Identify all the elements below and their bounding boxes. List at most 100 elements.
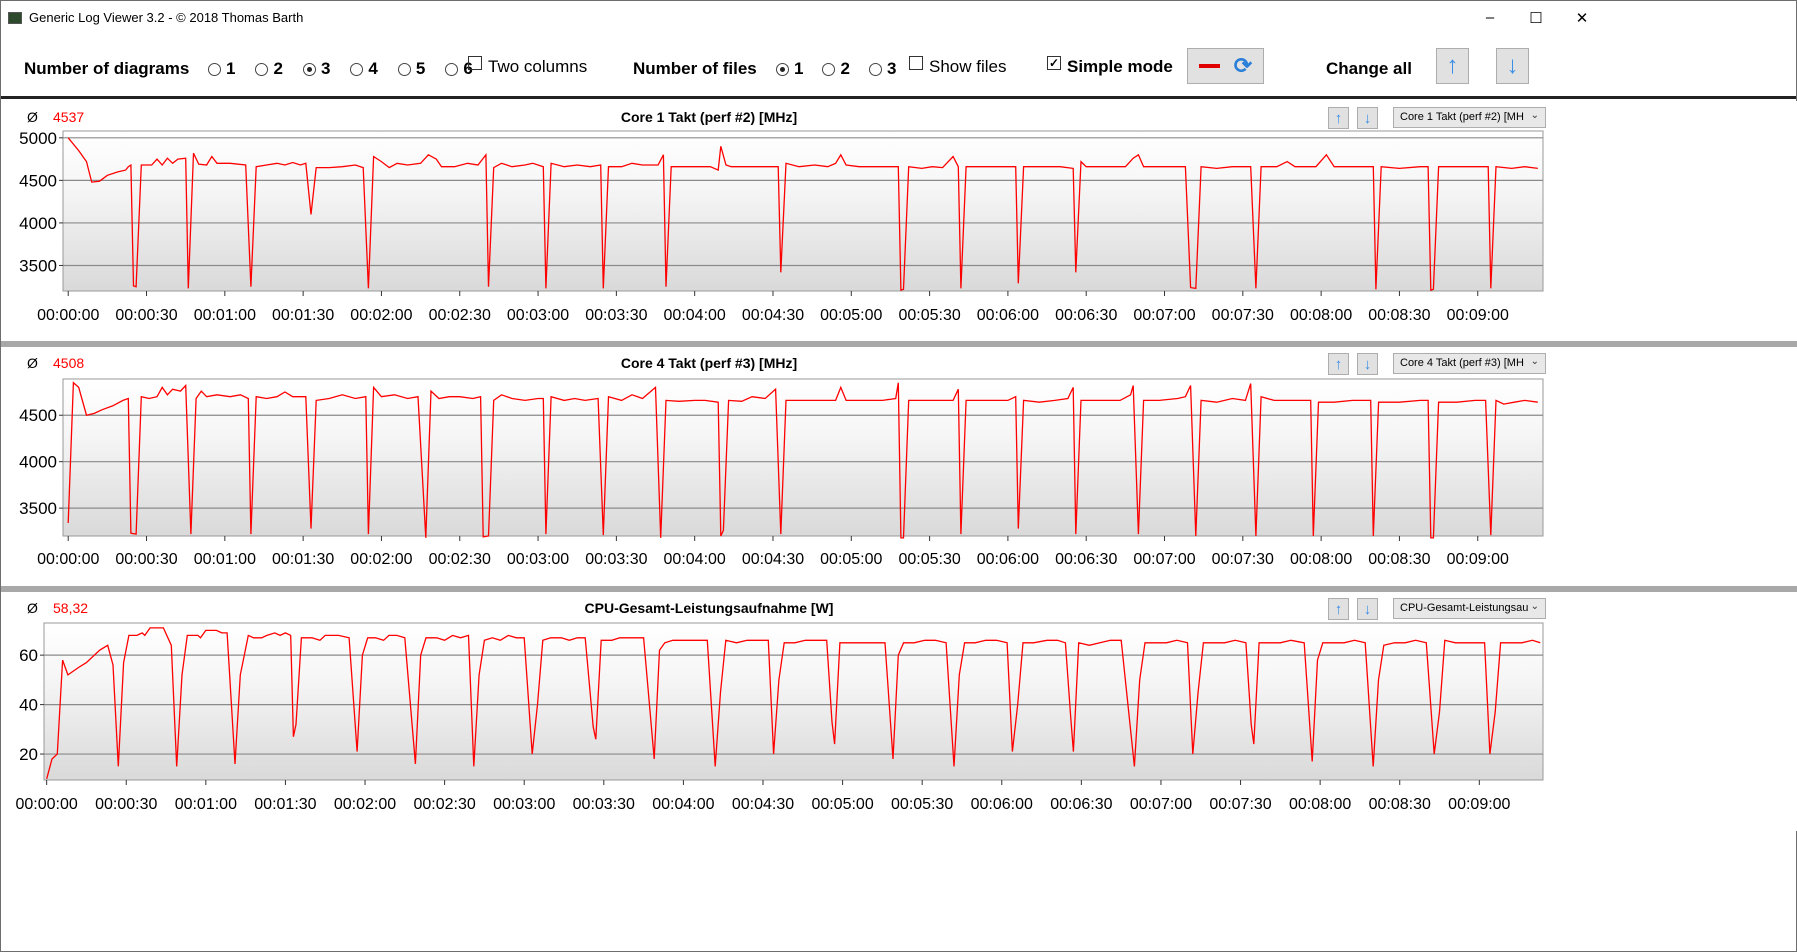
x-tick-label: 00:01:00 <box>175 796 237 813</box>
diagram-panel-1: Ø 4537 Core 1 Takt (perf #2) [MHz] ↑ ↓ C… <box>1 101 1797 341</box>
x-tick-label: 00:04:00 <box>652 796 714 813</box>
arrow-up-icon: ↑ <box>1334 600 1343 618</box>
x-tick-label: 00:03:00 <box>507 307 569 324</box>
x-tick-label: 00:00:00 <box>16 796 78 813</box>
two-columns-checkbox[interactable]: Two columns <box>468 56 588 77</box>
diagram-panel-2: Ø 4508 Core 4 Takt (perf #3) [MHz] ↑ ↓ C… <box>1 347 1797 586</box>
move-up-button[interactable]: ↑ <box>1328 107 1349 129</box>
line-chart: 3500 4000 4500 00:00:00 00:00:30 00:01:00 00:0… <box>19 378 1544 568</box>
y-tick-label: 60 <box>19 646 38 665</box>
radio-circle[interactable] <box>445 62 459 76</box>
move-down-button[interactable]: ↓ <box>1357 107 1378 129</box>
x-tick-label: 00:02:00 <box>334 796 396 813</box>
files-radio-2[interactable]: 2 <box>822 59 850 79</box>
x-tick-label: 00:09:00 <box>1447 307 1509 324</box>
diagrams-radio-2[interactable]: 2 <box>255 59 283 79</box>
title-bar: Generic Log Viewer 3.2 - © 2018 Thomas B… <box>1 1 1796 34</box>
radio-label: 1 <box>226 59 236 78</box>
arrow-down-icon: ↓ <box>1363 355 1372 373</box>
radio-circle[interactable] <box>776 62 789 76</box>
move-all-up-button[interactable]: ↑ <box>1436 48 1469 84</box>
diagram-header: Ø 4537 Core 1 Takt (perf #2) [MHz] ↑ ↓ C… <box>1 101 1797 129</box>
average-value: 4508 <box>53 355 85 371</box>
series-select[interactable]: Core 1 Takt (perf #2) [MH ⌄ <box>1393 107 1546 128</box>
diagrams-radio-3[interactable]: 3 <box>302 59 331 79</box>
maximize-button[interactable]: ☐ <box>1529 9 1543 27</box>
panel-splitter[interactable] <box>1 586 1797 592</box>
move-all-down-button[interactable]: ↓ <box>1496 48 1529 84</box>
x-tick-label: 00:06:00 <box>971 796 1033 813</box>
radio-circle[interactable] <box>397 62 411 76</box>
x-tick-label: 00:02:00 <box>350 307 412 324</box>
simple-mode-checkbox[interactable]: ✓ Simple mode <box>1047 56 1173 77</box>
close-button[interactable]: ✕ <box>1575 9 1589 27</box>
x-tick-label: 00:03:00 <box>507 551 569 568</box>
arrow-up-icon: ↑ <box>1446 52 1459 79</box>
series-select-value: Core 4 Takt (perf #3) [MH <box>1400 357 1524 369</box>
x-tick-label: 00:00:30 <box>95 796 157 813</box>
average-symbol: Ø <box>27 355 38 371</box>
x-tick-label: 00:08:00 <box>1290 551 1352 568</box>
x-tick-label: 00:06:30 <box>1055 551 1117 568</box>
radio-label: 2 <box>273 59 283 78</box>
series-select-value: CPU-Gesamt-Leistungsau <box>1400 602 1529 614</box>
radio-circle[interactable] <box>822 62 836 76</box>
x-tick-label: 00:01:00 <box>194 551 256 568</box>
checkbox-box[interactable] <box>909 56 923 70</box>
x-tick-label: 00:07:30 <box>1212 551 1274 568</box>
diagram-title: Core 4 Takt (perf #3) [MHz] <box>620 355 798 371</box>
x-tick-label: 00:01:30 <box>272 551 334 568</box>
app-icon <box>8 11 22 24</box>
y-tick-label: 20 <box>19 745 38 764</box>
arrow-down-icon: ↓ <box>1363 600 1372 618</box>
average-symbol: Ø <box>27 600 38 616</box>
line-chart: 3500 4000 4500 5000 00:00:00 00:00:30 00:01:00… <box>19 129 1544 324</box>
x-tick-label: 00:07:30 <box>1209 796 1271 813</box>
show-files-checkbox[interactable]: Show files <box>909 56 1006 77</box>
checkbox-box[interactable] <box>468 56 482 70</box>
swap-colors-button[interactable]: ⟳ <box>1187 48 1264 84</box>
two-columns-label: Two columns <box>488 57 588 76</box>
radio-label: 3 <box>886 59 897 78</box>
radio-circle[interactable] <box>350 62 364 76</box>
series-select[interactable]: CPU-Gesamt-Leistungsau ⌄ <box>1393 598 1546 619</box>
x-tick-label: 00:04:30 <box>732 796 794 813</box>
diagrams-radio-1[interactable]: 1 <box>208 59 235 79</box>
series-line <box>67 381 1538 539</box>
move-down-button[interactable]: ↓ <box>1357 353 1378 375</box>
radio-circle[interactable] <box>208 62 221 76</box>
diagram-title: Core 1 Takt (perf #2) [MHz] <box>620 109 798 125</box>
x-tick-label: 00:03:30 <box>585 551 647 568</box>
panel-splitter[interactable] <box>1 341 1797 347</box>
x-tick-label: 00:01:30 <box>254 796 316 813</box>
move-up-button[interactable]: ↑ <box>1328 353 1349 375</box>
files-radio-1[interactable]: 1 <box>776 59 803 79</box>
change-all-label: Change all <box>1326 59 1412 78</box>
x-tick-label: 00:05:00 <box>811 796 873 813</box>
radio-circle[interactable] <box>255 62 269 76</box>
x-tick-label: 00:02:30 <box>429 551 491 568</box>
radio-circle[interactable] <box>868 62 882 76</box>
radio-label: 3 <box>320 59 331 78</box>
radio-circle[interactable] <box>302 62 316 76</box>
diagram-header: Ø 58,32 CPU-Gesamt-Leistungsaufnahme [W]… <box>1 592 1797 620</box>
series-select[interactable]: Core 4 Takt (perf #3) [MH ⌄ <box>1393 353 1546 374</box>
x-tick-label: 00:05:00 <box>820 307 882 324</box>
move-up-button[interactable]: ↑ <box>1328 598 1349 620</box>
series-select-value: Core 1 Takt (perf #2) [MH <box>1400 111 1524 123</box>
diagrams-radio-4[interactable]: 4 <box>350 59 378 79</box>
x-tick-label: 00:00:30 <box>115 307 177 324</box>
x-tick-label: 00:06:00 <box>977 307 1039 324</box>
y-tick-label: 3500 <box>19 499 57 518</box>
move-down-button[interactable]: ↓ <box>1357 598 1378 620</box>
diagrams-radio-5[interactable]: 5 <box>397 59 425 79</box>
minimize-button[interactable]: – <box>1485 9 1495 26</box>
x-tick-label: 00:01:30 <box>272 307 334 324</box>
x-tick-label: 00:08:30 <box>1368 551 1430 568</box>
files-radio-3[interactable]: 3 <box>868 59 897 79</box>
x-tick-label: 00:04:30 <box>742 307 804 324</box>
arrow-down-icon: ↓ <box>1506 52 1519 79</box>
checkbox-box[interactable]: ✓ <box>1047 56 1061 70</box>
y-tick-label: 4500 <box>19 406 57 425</box>
